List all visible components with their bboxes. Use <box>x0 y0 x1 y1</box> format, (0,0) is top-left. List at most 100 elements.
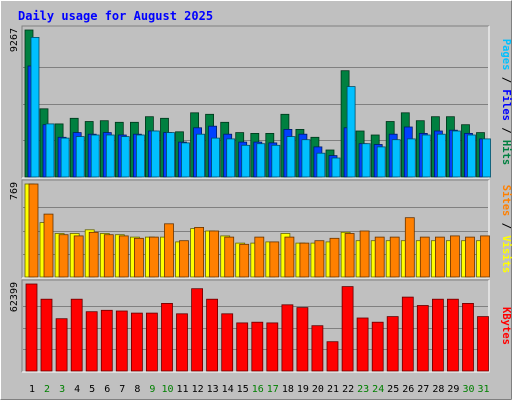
bar-pages-day-5 <box>90 134 100 178</box>
legend-panel-1: Pages / Files / Hits <box>500 39 512 165</box>
x-tick-label-day-18: 18 <box>282 384 294 395</box>
bar-pages-day-15 <box>241 144 251 178</box>
bar-sites-day-29 <box>449 235 460 278</box>
x-tick-label-day-24: 24 <box>372 384 384 395</box>
bar-pages-day-7 <box>120 136 130 178</box>
bar-kbytes-day-13 <box>206 298 219 372</box>
bar-sites-day-13 <box>209 230 220 278</box>
legend-visits: Visits <box>500 235 512 273</box>
panel-bevel-dark <box>21 179 489 278</box>
bar-kbytes-day-10 <box>161 302 173 372</box>
x-tick-label-day-5: 5 <box>89 384 95 395</box>
bar-pages-day-17 <box>271 144 281 178</box>
x-tick-label-day-9: 9 <box>149 384 155 395</box>
bar-sites-day-23 <box>359 230 370 278</box>
x-tick-label-day-27: 27 <box>417 384 429 395</box>
bar-pages-day-26 <box>406 138 416 178</box>
x-tick-label-day-29: 29 <box>447 384 459 395</box>
bar-pages-day-20 <box>316 152 326 178</box>
panel-bevel-light <box>22 26 490 179</box>
bar-sites-day-11 <box>179 240 189 278</box>
x-tick-label-day-3: 3 <box>59 384 65 395</box>
bar-pages-day-9 <box>150 130 160 178</box>
bar-kbytes-day-7 <box>115 310 128 372</box>
bar-pages-day-19 <box>301 139 311 178</box>
bar-sites-day-30 <box>465 236 475 278</box>
legend-separator: / <box>500 70 512 89</box>
bar-sites-day-9 <box>148 236 159 278</box>
x-tick-label-day-17: 17 <box>267 384 279 395</box>
panel-bevel-light <box>22 280 490 373</box>
y-max-label: 769 <box>9 182 20 200</box>
bar-kbytes-day-16 <box>251 321 264 372</box>
panel-bevel-light <box>22 180 490 279</box>
chart-panels: 9267 Pages / Files / Hits 769 Sites / Visit… <box>9 25 512 373</box>
panel-bevel-dark <box>21 25 489 178</box>
bar-kbytes-day-5 <box>85 311 98 372</box>
legend-separator: / <box>500 216 512 235</box>
legend-kbytes: KBytes <box>500 307 512 345</box>
bar-pages-day-10 <box>166 132 175 178</box>
bar-pages-day-31 <box>482 138 491 178</box>
legend-pages: Pages <box>500 39 512 71</box>
bar-sites-day-4 <box>73 235 84 278</box>
bar-kbytes-day-30 <box>462 302 474 372</box>
bar-kbytes-day-29 <box>446 298 459 372</box>
bar-pages-day-27 <box>421 134 431 178</box>
x-axis-day-labels: 1 2 3 4 5 6 7 8 9 10 11 12 13 14 15 16 17 18 19 20 21 22 23 24 2… <box>29 384 490 395</box>
bar-sites-day-21 <box>329 237 340 278</box>
bar-sites-day-24 <box>374 236 385 278</box>
bar-kbytes-day-6 <box>100 309 113 372</box>
y-max-label: 9267 <box>9 28 20 52</box>
bar-kbytes-day-23 <box>356 317 369 372</box>
bar-kbytes-day-31 <box>477 316 489 372</box>
x-tick-label-day-1: 1 <box>29 384 35 395</box>
legend-panel-2: Sites / Visits <box>500 185 512 274</box>
bar-kbytes-day-26 <box>401 296 414 372</box>
x-tick-label-day-21: 21 <box>327 384 339 395</box>
x-tick-label-day-16: 16 <box>252 384 264 395</box>
bar-kbytes-day-18 <box>281 304 294 372</box>
x-tick-label-day-20: 20 <box>312 384 324 395</box>
x-tick-label-day-8: 8 <box>134 384 140 395</box>
x-tick-label-day-2: 2 <box>44 384 50 395</box>
bar-kbytes-day-20 <box>311 325 324 372</box>
bar-kbytes-day-21 <box>326 341 339 372</box>
bar-pages-day-6 <box>105 134 115 178</box>
bar-kbytes-day-8 <box>130 312 143 372</box>
bar-sites-day-26 <box>404 217 415 278</box>
y-max-label: 62399 <box>9 282 20 312</box>
bar-kbytes-day-3 <box>55 318 68 372</box>
bar-kbytes-day-28 <box>431 298 444 372</box>
bar-sites-day-20 <box>314 240 325 278</box>
x-tick-label-day-4: 4 <box>74 384 80 395</box>
x-tick-label-day-10: 10 <box>161 384 173 395</box>
bar-kbytes-day-2 <box>40 298 53 372</box>
x-tick-label-day-6: 6 <box>104 384 110 395</box>
bar-pages-day-8 <box>135 134 145 178</box>
bar-pages-day-4 <box>75 136 85 178</box>
bar-sites-day-28 <box>434 236 445 278</box>
bar-pages-day-11 <box>181 142 190 178</box>
x-tick-label-day-13: 13 <box>207 384 219 395</box>
bar-sites-day-7 <box>118 235 129 278</box>
x-tick-label-day-31: 31 <box>477 384 489 395</box>
x-tick-label-day-14: 14 <box>222 384 234 395</box>
bar-pages-day-1 <box>30 37 40 178</box>
legend-panel-3: KBytes <box>500 307 512 345</box>
bar-sites-day-27 <box>419 236 430 278</box>
x-tick-label-day-30: 30 <box>462 384 474 395</box>
bar-pages-day-28 <box>436 133 446 178</box>
legend-hits: Hits <box>500 140 512 165</box>
bar-sites-day-12 <box>194 226 205 278</box>
bar-sites-day-31 <box>480 235 490 278</box>
legend-sites: Sites <box>500 185 512 217</box>
bar-sites-day-14 <box>224 236 235 278</box>
bar-pages-day-24 <box>376 146 386 178</box>
bar-kbytes-day-22 <box>341 286 354 372</box>
bar-pages-day-2 <box>45 123 55 178</box>
bar-pages-day-23 <box>361 143 371 178</box>
bar-kbytes-day-19 <box>296 307 309 372</box>
bar-kbytes-day-25 <box>386 316 399 372</box>
